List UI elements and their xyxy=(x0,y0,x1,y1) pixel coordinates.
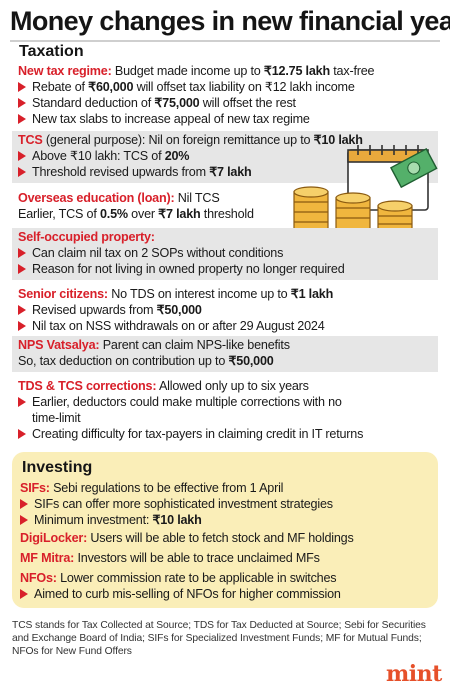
new-tax-regime-block: New tax regime: Budget made income up to… xyxy=(12,62,438,129)
list-item: Threshold revised upwards from ₹7 lakh xyxy=(18,164,430,180)
tds-tcs-label: TDS & TCS corrections: xyxy=(18,379,157,393)
bullet-triangle-icon xyxy=(18,167,26,177)
list-item-continuation: time-limit xyxy=(32,411,81,425)
sop-label: Self-occupied property: xyxy=(18,230,155,244)
nfos-label: NFOs: xyxy=(20,571,57,585)
sifs-block: SIFs: Sebi regulations to be effective f… xyxy=(20,480,430,528)
nps-vatsalya-label: NPS Vatsalya: xyxy=(18,338,100,352)
mf-mitra-block: MF Mitra: Investors will be able to trac… xyxy=(20,551,320,565)
bullet-triangle-icon xyxy=(18,248,26,258)
bullet-triangle-icon xyxy=(18,429,26,439)
list-item: SIFs can offer more sophisticated invest… xyxy=(20,496,430,512)
investing-heading: Investing xyxy=(22,459,93,476)
bullet-triangle-icon xyxy=(20,515,28,525)
list-item: Creating difficulty for tax-payers in cl… xyxy=(18,426,430,442)
nfos-block: NFOs: Lower commission rate to be applic… xyxy=(20,570,430,602)
bullet-triangle-icon xyxy=(18,321,26,331)
list-item: Reason for not living in owned property … xyxy=(18,261,430,277)
bullet-triangle-icon xyxy=(18,82,26,92)
bullet-triangle-icon xyxy=(18,264,26,274)
list-item: Aimed to curb mis-selling of NFOs for hi… xyxy=(20,586,430,602)
mf-mitra-label: MF Mitra: xyxy=(20,551,75,565)
page-title: Money changes in new financial year xyxy=(10,6,450,36)
list-item: Can claim nil tax on 2 SOPs without cond… xyxy=(18,245,430,261)
list-item: Above ₹10 lakh: TCS of 20% xyxy=(18,148,430,164)
bullet-triangle-icon xyxy=(18,151,26,161)
tcs-label: TCS xyxy=(18,133,43,147)
list-item: Minimum investment: ₹10 lakh xyxy=(20,512,430,528)
list-item: Rebate of ₹60,000 will offset tax liabil… xyxy=(18,79,430,95)
tds-tcs-corrections-block: TDS & TCS corrections: Allowed only up t… xyxy=(12,377,438,444)
digilocker-label: DigiLocker: xyxy=(20,531,88,545)
title-divider xyxy=(10,40,440,42)
list-item: Revised upwards from ₹50,000 xyxy=(18,302,430,318)
bullet-triangle-icon xyxy=(18,397,26,407)
list-item: Nil tax on NSS withdrawals on or after 2… xyxy=(18,318,430,334)
bullet-triangle-icon xyxy=(18,305,26,315)
bullet-triangle-icon xyxy=(18,98,26,108)
bullet-triangle-icon xyxy=(18,114,26,124)
nps-vatsalya-block: NPS Vatsalya: Parent can claim NPS-like … xyxy=(12,336,438,372)
taxation-heading: Taxation xyxy=(19,43,84,60)
senior-citizens-label: Senior citizens: xyxy=(18,287,108,301)
footnote: TCS stands for Tax Collected at Source; … xyxy=(12,620,426,657)
list-item: Standard deduction of ₹75,000 will offse… xyxy=(18,95,430,111)
list-item: Earlier, deductors could make multiple c… xyxy=(18,394,430,410)
senior-citizens-block: Senior citizens: No TDS on interest inco… xyxy=(12,285,438,336)
mint-logo: mint xyxy=(386,661,442,687)
self-occupied-property-block: Self-occupied property: Can claim nil ta… xyxy=(12,228,438,280)
bullet-triangle-icon xyxy=(20,499,28,509)
investing-panel xyxy=(12,452,438,608)
list-item: New tax slabs to increase appeal of new … xyxy=(18,111,430,127)
bullet-triangle-icon xyxy=(20,589,28,599)
sifs-label: SIFs: xyxy=(20,481,50,495)
overseas-education-label: Overseas education (loan): xyxy=(18,191,175,205)
digilocker-block: DigiLocker: Users will be able to fetch … xyxy=(20,531,354,545)
overseas-education-block: Overseas education (loan): Nil TCS Earli… xyxy=(18,191,254,221)
coins-cash-calendar-illustration xyxy=(293,145,438,233)
new-tax-regime-label: New tax regime: xyxy=(18,64,112,78)
